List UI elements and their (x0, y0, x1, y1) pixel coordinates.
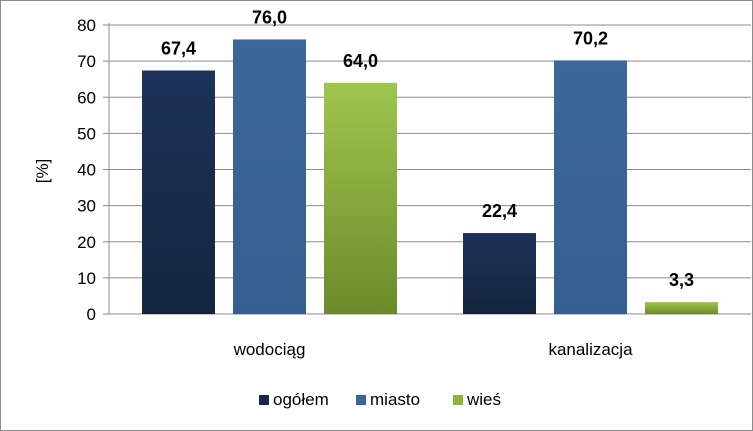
bar-miasto-kanalizacja (554, 60, 627, 315)
data-label: 22,4 (482, 201, 517, 221)
y-tick-label: 30 (77, 197, 96, 216)
y-axis-title: [%] (33, 159, 52, 184)
x-category-label: wodociąg (233, 340, 306, 359)
legend-label-ogolem: ogółem (273, 390, 329, 409)
y-tick-label: 60 (77, 88, 96, 107)
y-tick-label: 50 (77, 124, 96, 143)
legend-label-miasto: miasto (370, 390, 420, 409)
legend-swatch-miasto (356, 395, 366, 405)
data-label: 3,3 (669, 270, 694, 290)
legend: ogółem miasto wieś (259, 390, 501, 409)
bar-ogolem-wodociag (142, 70, 215, 314)
bar-wies-wodociag (324, 82, 397, 314)
bar-miasto-wodociag (233, 39, 306, 314)
data-label: 67,4 (161, 39, 196, 59)
y-tick-label: 0 (87, 305, 96, 324)
y-tick-label: 40 (77, 161, 96, 180)
data-label: 76,0 (252, 7, 287, 27)
data-label: 70,2 (573, 28, 608, 48)
bar-ogolem-kanalizacja (463, 233, 536, 314)
legend-swatch-wies (453, 395, 463, 405)
y-tick-label: 20 (77, 233, 96, 252)
y-tick-label: 80 (77, 16, 96, 35)
y-tick-label: 10 (77, 269, 96, 288)
data-label: 64,0 (343, 51, 378, 71)
bar-wies-kanalizacja (645, 302, 718, 314)
legend-label-wies: wieś (466, 390, 501, 409)
y-tick-label: 70 (77, 52, 96, 71)
legend-swatch-ogolem (259, 395, 269, 405)
x-category-label: kanalizacja (548, 340, 633, 359)
